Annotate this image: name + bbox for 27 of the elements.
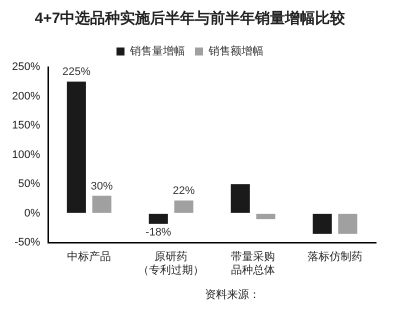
- y-tick-label: 100%: [12, 148, 40, 161]
- x-tick-label: 原研药（专利过期）: [138, 250, 204, 276]
- y-tick-label: 200%: [12, 90, 40, 102]
- bar: [174, 200, 194, 213]
- y-tick-label: 250%: [12, 61, 40, 74]
- bar: [230, 184, 250, 213]
- legend-label: 销售量增幅: [129, 46, 185, 58]
- data-label: 22%: [172, 184, 196, 197]
- bar: [312, 214, 332, 234]
- x-tick-label: 落标仿制药: [308, 250, 363, 264]
- chart-title: 4+7中选品种实施后半年与前半年销量增幅比较: [34, 9, 346, 28]
- y-tick-label: 50%: [18, 178, 40, 190]
- y-tick-label: 150%: [12, 120, 40, 132]
- x-tick-label: 带量采购品种总体: [231, 250, 276, 276]
- text: 资料来源：: [205, 288, 260, 301]
- x-tick-label: 中标产品: [67, 250, 112, 264]
- data-label: 225%: [62, 66, 91, 78]
- bar: [92, 196, 112, 213]
- bar: [338, 214, 358, 234]
- y-tick-label: -50%: [14, 236, 40, 249]
- legend-label: 销售额增幅: [208, 44, 264, 58]
- bar: [148, 214, 168, 224]
- data-label: -18%: [146, 226, 172, 238]
- y-tick-label: 0%: [24, 207, 40, 220]
- data-label: 30%: [90, 180, 114, 192]
- bar: [256, 214, 276, 220]
- bar: [66, 82, 86, 213]
